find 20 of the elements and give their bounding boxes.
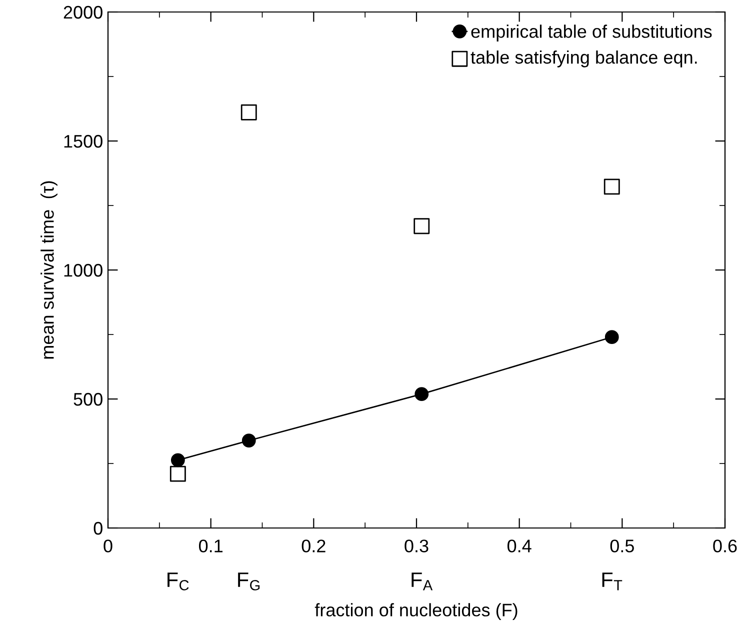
x-tick-label: 0.2 bbox=[302, 540, 326, 552]
y-tick-label: 1000 bbox=[64, 264, 102, 277]
x-tick-label: 0.6 bbox=[713, 540, 737, 552]
y-tick-label: 2000 bbox=[64, 6, 102, 19]
x-tick-label: 0.5 bbox=[610, 540, 634, 552]
y-tick-label: 500 bbox=[74, 392, 102, 406]
text: F$_{G}$ bbox=[238, 572, 260, 590]
x-tick-label: 0.1 bbox=[198, 540, 223, 552]
text: F$_{C}$ bbox=[168, 572, 189, 590]
text: F$_{T}$ bbox=[602, 572, 622, 590]
legend-label: table satisfying balance eqn. bbox=[470, 50, 697, 68]
x-tick-label: 0.4 bbox=[507, 540, 532, 552]
legend-label: empirical table of substitutions bbox=[471, 24, 712, 42]
x-tick-label: 0.3 bbox=[404, 540, 428, 552]
y-tick-label: 1500 bbox=[64, 134, 102, 148]
x-axis-title: fraction of nucleotides (F) bbox=[314, 603, 518, 620]
x-tick-label: 0 bbox=[104, 540, 112, 552]
y-axis-title: mean survival time (τ) bbox=[40, 181, 58, 359]
text: F$_{A}$ bbox=[412, 572, 433, 590]
y-tick-label: 0 bbox=[94, 522, 102, 535]
